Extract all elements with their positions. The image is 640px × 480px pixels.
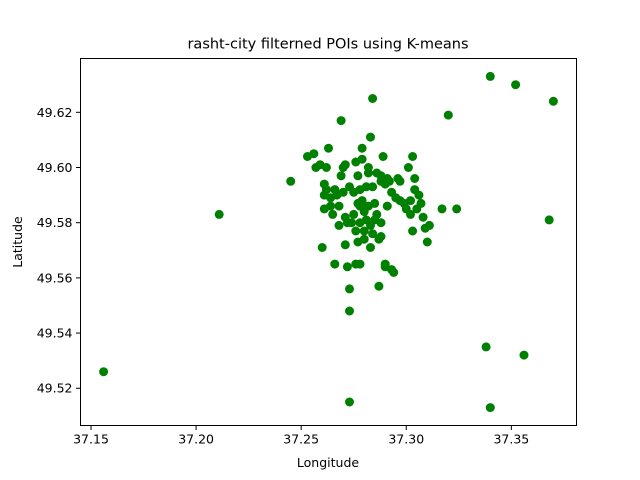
data-point <box>408 226 418 236</box>
data-point <box>485 71 495 81</box>
data-point <box>366 243 375 252</box>
data-point <box>340 160 350 170</box>
x-tick-label: 37.30 <box>388 432 424 447</box>
data-point <box>374 281 384 291</box>
data-point <box>378 152 388 161</box>
data-point <box>368 94 378 103</box>
data-point <box>349 209 359 219</box>
data-point <box>286 176 296 186</box>
data-point <box>372 209 382 219</box>
x-axis-ticks: 37.15 37.20 37.25 37.30 37.35 <box>73 425 529 447</box>
data-point <box>214 209 224 219</box>
data-point <box>424 220 434 230</box>
data-point <box>406 209 415 219</box>
data-point <box>351 226 361 236</box>
x-tick-label: 37.35 <box>493 432 529 447</box>
data-point <box>345 397 354 407</box>
points-layer <box>99 71 558 413</box>
data-point <box>403 163 413 172</box>
data-point <box>418 212 428 222</box>
data-point <box>347 218 357 228</box>
y-tick-label: 49.56 <box>37 270 73 285</box>
data-point <box>363 163 373 172</box>
data-point <box>370 198 380 208</box>
data-point <box>324 143 333 153</box>
data-point <box>342 262 352 272</box>
y-tick-label: 49.58 <box>37 215 73 230</box>
y-tick-label: 49.54 <box>37 326 73 341</box>
data-point <box>328 209 338 219</box>
data-point <box>389 267 399 277</box>
data-point <box>321 185 331 195</box>
data-point <box>334 220 344 230</box>
data-point <box>548 96 558 106</box>
data-point <box>321 163 331 172</box>
data-point <box>99 367 109 377</box>
data-point <box>309 149 319 159</box>
data-point <box>544 215 554 225</box>
data-point <box>437 204 447 214</box>
data-point <box>376 218 386 228</box>
data-point <box>416 198 426 208</box>
data-point <box>355 259 365 269</box>
data-point <box>452 204 462 214</box>
data-point <box>357 196 367 206</box>
data-point <box>330 259 340 269</box>
data-point <box>357 143 367 153</box>
data-point <box>345 306 354 316</box>
data-point <box>414 190 424 200</box>
data-point <box>485 403 495 413</box>
data-point <box>357 154 367 164</box>
data-point <box>422 237 432 247</box>
data-point <box>443 110 453 120</box>
data-point <box>326 201 336 211</box>
data-point <box>340 240 350 250</box>
data-point <box>338 187 348 197</box>
x-tick-label: 37.20 <box>178 432 214 447</box>
chart-title: rasht-city filterned POIs using K-means <box>187 37 468 53</box>
y-axis-label: Latitude <box>10 216 25 268</box>
x-tick-label: 37.15 <box>73 432 109 447</box>
data-point <box>334 201 344 211</box>
data-point <box>345 284 354 294</box>
data-point <box>359 234 369 244</box>
x-tick-label: 37.25 <box>283 432 319 447</box>
data-point <box>410 174 420 183</box>
y-tick-label: 49.62 <box>37 105 73 120</box>
data-point <box>366 132 375 142</box>
data-point <box>376 232 386 241</box>
data-point <box>359 226 369 236</box>
data-point <box>395 176 405 186</box>
x-axis-label: Longitude <box>297 455 359 470</box>
data-point <box>519 350 529 360</box>
data-point <box>481 342 491 352</box>
data-point <box>408 152 418 161</box>
data-point <box>368 182 378 192</box>
y-tick-label: 49.60 <box>37 160 73 175</box>
data-point <box>382 201 392 211</box>
plot-frame <box>80 58 577 426</box>
data-point <box>368 229 378 239</box>
y-tick-label: 49.52 <box>37 381 73 396</box>
data-point <box>511 80 521 90</box>
data-point <box>336 116 346 126</box>
data-point <box>336 171 346 181</box>
data-point <box>384 176 394 186</box>
data-point <box>317 243 327 252</box>
data-point <box>361 182 371 192</box>
data-point <box>406 196 415 206</box>
y-axis-ticks: 49.52 49.54 49.56 49.58 49.60 49.62 <box>37 105 81 396</box>
data-point <box>353 171 363 181</box>
